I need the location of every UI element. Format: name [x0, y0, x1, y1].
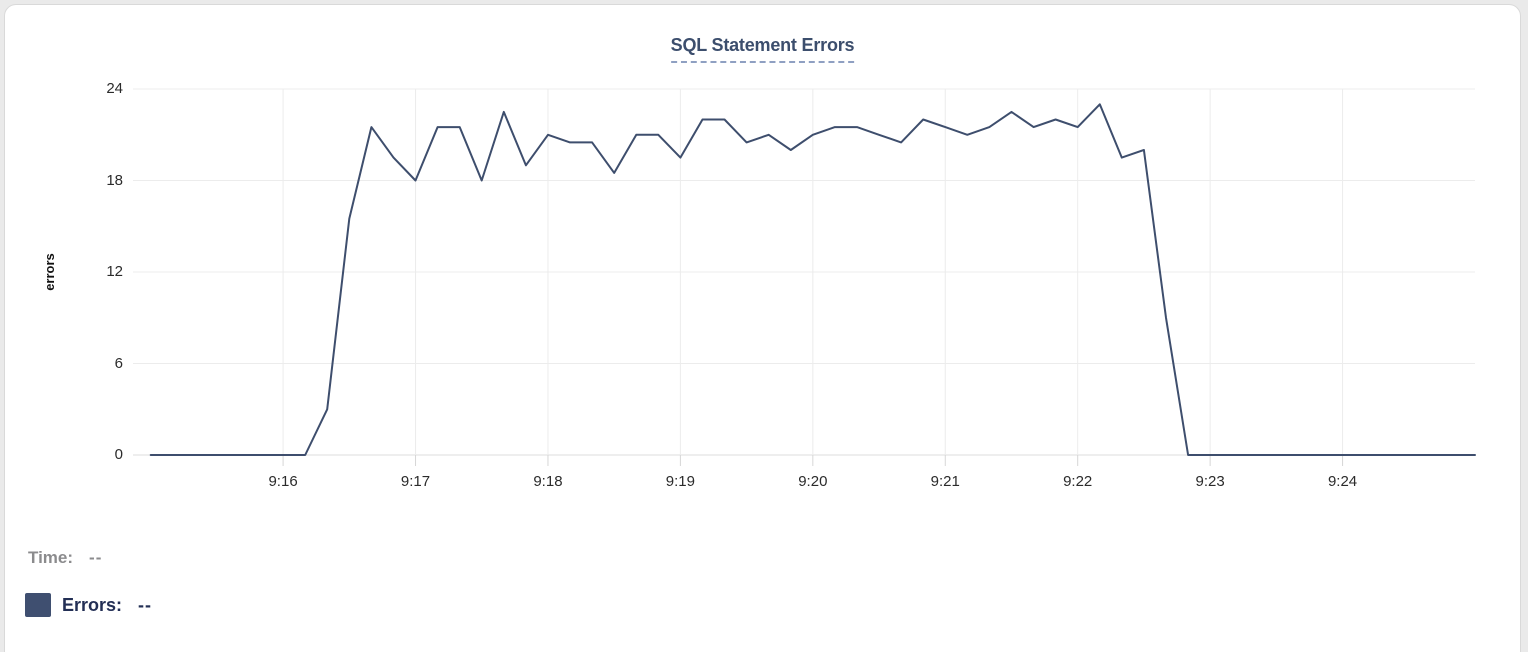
- x-tick-label: 9:21: [930, 473, 960, 490]
- x-tick-label: 9:23: [1195, 473, 1225, 490]
- legend-errors-value: --: [138, 594, 153, 615]
- y-tick-label: 0: [114, 446, 123, 463]
- x-tick-label: 9:24: [1327, 473, 1358, 490]
- legend-time-row: Time: --: [28, 548, 102, 568]
- legend-errors-label: Errors:: [62, 594, 123, 615]
- errors-series-line: [149, 103, 1476, 456]
- x-tick-label: 9:17: [400, 473, 431, 490]
- y-tick-label: 6: [114, 354, 123, 372]
- x-tick-label: 9:18: [533, 473, 563, 490]
- x-tick-label: 9:19: [665, 473, 695, 490]
- chart-canvas[interactable]: [5, 5, 1525, 505]
- legend-time-label: Time:: [28, 548, 74, 567]
- errors-series-swatch-icon: [25, 593, 51, 617]
- y-tick-label: 12: [106, 263, 123, 280]
- x-tick-label: 9:22: [1063, 473, 1093, 490]
- y-tick-label: 24: [106, 80, 123, 97]
- x-tick-label: 9:20: [798, 473, 828, 490]
- x-tick-label: 9:16: [268, 473, 298, 490]
- y-tick-label: 18: [106, 171, 123, 189]
- chart-card: SQL Statement Errors errors 0 6 12 18 24 9:16…: [4, 4, 1521, 652]
- legend-time-value: --: [89, 548, 103, 567]
- chart-title[interactable]: SQL Statement Errors: [670, 35, 855, 63]
- legend-errors-row: Errors: --: [25, 593, 152, 617]
